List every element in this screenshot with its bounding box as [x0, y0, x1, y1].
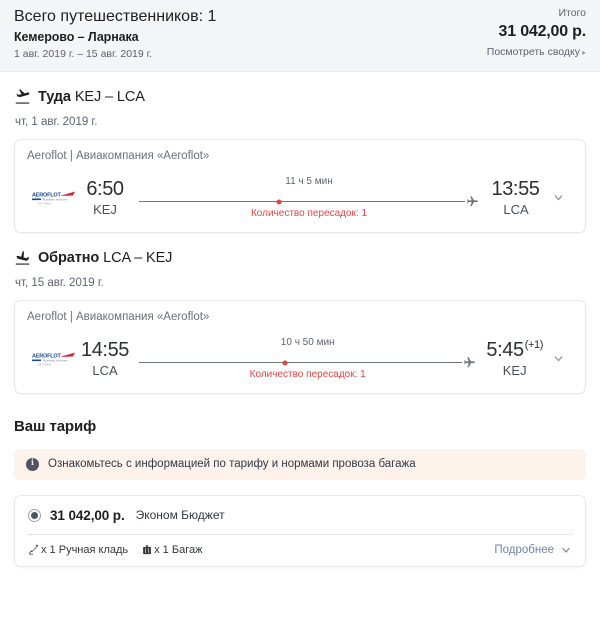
svg-text:Russian Airlines: Russian Airlines — [43, 358, 68, 362]
outbound-arrival: 13:55 LCA — [481, 178, 543, 217]
inbound-heading: Обратно LCA – KEJ — [14, 250, 586, 267]
tariff-info-text: Ознакомьтесь с информацией по тарифу и н… — [48, 458, 416, 471]
outbound-departure-time: 6:50 — [86, 178, 124, 201]
outbound-stops: Количество пересадок: 1 — [250, 207, 368, 219]
main-content: Туда KEJ – LCA чт, 1 авг. 2019 г. Aerofl… — [0, 88, 600, 567]
view-summary-label: Посмотреть сводку — [486, 45, 580, 58]
inbound-flight-card[interactable]: Aeroflot | Авиакомпания «Aeroflot» AEROF… — [14, 299, 586, 394]
inbound-departure-time: 14:55 — [80, 339, 130, 362]
total-amount: 31 042,00 р. — [498, 23, 587, 41]
plane-arrow-icon — [466, 195, 479, 208]
svg-text:AEROFLOT: AEROFLOT — [32, 353, 61, 359]
inbound-airline: Aeroflot | Авиакомпания «Aeroflot» — [27, 310, 210, 323]
fare-baggage-row: x 1 Ручная кладь x 1 Багаж Подробнее — [15, 535, 585, 566]
aeroflot-logo: AEROFLOT Russian Airlines SKYTEAM — [27, 350, 79, 368]
route-line — [139, 199, 465, 205]
plane-arrow-icon — [463, 356, 476, 369]
outbound-duration: 11 ч 5 мин — [285, 175, 333, 187]
inbound-arrival-time: 5:45(+1) — [486, 338, 544, 362]
fare-option-card[interactable]: 31 042,00 р. Эконом Бюджет x 1 Ручная кл… — [14, 494, 586, 567]
radio-selected-dot-icon — [31, 511, 38, 519]
tariff-info-banner: i Ознакомьтесь с информацией по тарифу и… — [14, 448, 586, 480]
trip-dates: 1 авг. 2019 г. – 15 авг. 2019 г. — [14, 48, 153, 61]
trip-route: Кемерово – Ларнака — [14, 29, 139, 44]
chevron-down-icon — [554, 195, 562, 201]
aeroflot-logo: AEROFLOT Russian Airlines SKYTEAM — [27, 189, 79, 207]
outbound-flight-row: AEROFLOT Russian Airlines SKYTEAM 6:50 K… — [27, 169, 573, 220]
baggage-label-carryon: x 1 Ручная кладь — [41, 543, 129, 556]
inbound-expand-button[interactable] — [543, 352, 573, 365]
svg-text:AEROFLOT: AEROFLOT — [32, 192, 61, 198]
baggage-allowance-group: x 1 Ручная кладь x 1 Багаж — [28, 544, 202, 556]
outbound-flight-card[interactable]: Aeroflot | Авиакомпания «Aeroflot» AEROF… — [14, 138, 586, 233]
inbound-arrival-code: KEJ — [502, 362, 527, 378]
tariff-heading: Ваш тариф — [14, 417, 97, 435]
stopover-dot-icon — [276, 199, 282, 205]
outbound-title-bold: Туда — [38, 89, 71, 106]
chevron-right-icon: ▸ — [582, 47, 586, 57]
outbound-title: Туда KEJ – LCA — [38, 89, 145, 105]
baggage-label-checked: x 1 Багаж — [154, 543, 203, 556]
inbound-stops: Количество пересадок: 1 — [249, 368, 366, 380]
outbound-arrival-time: 13:55 — [491, 178, 540, 200]
inbound-title-bold: Обратно — [38, 250, 100, 267]
total-label: Итого — [558, 7, 586, 19]
summary-header: Всего путешественников: 1 Кемерово – Лар… — [0, 0, 600, 72]
baggage-item-checked: x 1 Багаж — [141, 544, 202, 556]
fare-details-label: Подробнее — [494, 543, 554, 556]
inbound-date: чт, 15 авг. 2019 г. — [15, 276, 104, 289]
inbound-flight-row: AEROFLOT Russian Airlines SKYTEAM 14:55 … — [27, 330, 573, 381]
inbound-arrival-time-value: 5:45 — [486, 339, 524, 362]
header-price-info: Итого 31 042,00 р. Посмотреть сводку ▸ — [487, 6, 586, 59]
fare-name: Эконом Бюджет — [135, 508, 225, 523]
svg-text:SKYTEAM: SKYTEAM — [38, 363, 51, 366]
inbound-route-bar: 10 ч 50 мин Количество пересадок: 1 — [139, 337, 476, 381]
outbound-departure-code: KEJ — [93, 201, 117, 217]
outbound-arrival-code: LCA — [503, 201, 529, 217]
chevron-down-icon — [554, 356, 562, 362]
svg-text:SKYTEAM: SKYTEAM — [38, 202, 51, 205]
view-summary-link[interactable]: Посмотреть сводку ▸ — [487, 45, 586, 59]
passenger-count: Всего путешественников: 1 — [14, 8, 217, 25]
inbound-departure: 14:55 LCA — [79, 339, 137, 378]
inbound-duration: 10 ч 50 мин — [280, 336, 335, 348]
outbound-arrival-time-value: 13:55 — [491, 178, 540, 201]
chevron-down-icon — [562, 547, 570, 553]
outbound-title-route: KEJ – LCA — [70, 89, 145, 106]
outbound-departure: 6:50 KEJ — [79, 178, 137, 217]
stopover-dot-icon — [282, 360, 288, 366]
fare-details-link[interactable]: Подробнее — [494, 544, 572, 556]
suitcase-icon — [141, 544, 153, 556]
fare-radio-button[interactable] — [28, 508, 41, 522]
fare-divider — [28, 533, 572, 535]
outbound-expand-button[interactable] — [543, 191, 573, 204]
outbound-route-line — [139, 195, 479, 208]
inbound-arrival: 5:45(+1) KEJ — [478, 339, 543, 378]
inbound-route-line — [139, 356, 476, 369]
fare-price: 31 042,00 р. — [50, 507, 125, 523]
inbound-next-day-badge: (+1) — [524, 338, 544, 351]
header-trip-info: Всего путешественников: 1 Кемерово – Лар… — [14, 6, 216, 62]
baggage-item-carryon: x 1 Ручная кладь — [28, 544, 128, 556]
outbound-date: чт, 1 авг. 2019 г. — [15, 115, 98, 128]
route-line — [139, 360, 463, 366]
outbound-airline: Aeroflot | Авиакомпания «Aeroflot» — [27, 149, 210, 162]
plane-takeoff-icon — [14, 88, 31, 106]
outbound-route-bar: 11 ч 5 мин Количество пересадок: 1 — [139, 176, 479, 220]
inbound-title-route: LCA – KEJ — [99, 250, 173, 267]
inbound-departure-code: LCA — [92, 362, 118, 378]
outbound-heading: Туда KEJ – LCA — [14, 88, 586, 106]
info-icon: i — [26, 457, 39, 471]
plane-landing-icon — [14, 250, 31, 267]
svg-text:Russian Airlines: Russian Airlines — [43, 197, 68, 201]
handbag-icon — [28, 544, 40, 556]
fare-option-row[interactable]: 31 042,00 р. Эконом Бюджет — [15, 496, 585, 534]
inbound-title: Обратно LCA – KEJ — [38, 250, 172, 266]
